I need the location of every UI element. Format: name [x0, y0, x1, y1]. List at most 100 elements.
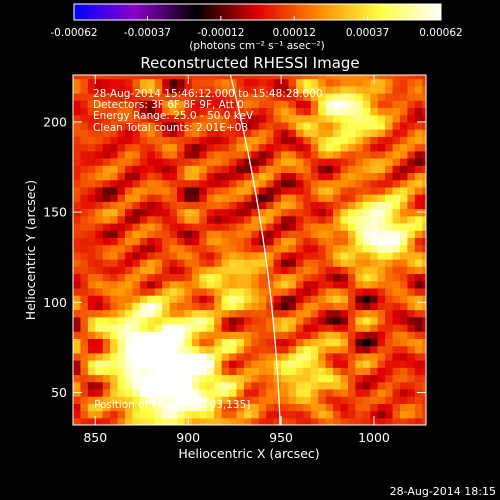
heatmap-cell — [117, 280, 126, 289]
heatmap-cell — [177, 237, 186, 246]
heatmap-cell — [191, 237, 200, 246]
heatmap-cell — [407, 222, 416, 231]
heatmap-cell — [266, 85, 275, 94]
heatmap-cell — [229, 150, 238, 159]
heatmap-cell — [125, 403, 134, 412]
heatmap-cell — [236, 75, 245, 80]
heatmap-cell — [206, 237, 215, 246]
heatmap-cell — [392, 78, 401, 87]
heatmap-cell — [206, 186, 215, 195]
heatmap-cell — [385, 121, 394, 130]
heatmap-cell — [206, 143, 215, 152]
heatmap-cell — [229, 410, 238, 419]
heatmap-cell — [147, 201, 156, 210]
heatmap-cell — [221, 396, 230, 404]
heatmap-cell — [355, 244, 364, 253]
heatmap-cell — [132, 259, 141, 267]
heatmap-cell — [117, 309, 126, 318]
heatmap-cell — [288, 280, 297, 289]
heatmap-cell — [154, 179, 163, 188]
heatmap-cell — [199, 309, 208, 318]
heatmap-cell — [281, 338, 290, 347]
heatmap-cell — [377, 93, 386, 101]
heatmap-cell — [162, 157, 171, 166]
heatmap-cell — [377, 410, 386, 419]
heatmap-cell — [407, 230, 416, 238]
heatmap-cell — [110, 75, 119, 80]
heatmap-cell — [251, 129, 260, 137]
heatmap-cell — [310, 114, 319, 123]
heatmap-cell — [117, 273, 126, 282]
heatmap-cell — [229, 186, 238, 195]
heatmap-cell — [132, 273, 141, 282]
heatmap-cell — [117, 237, 126, 246]
heatmap-cell — [169, 323, 178, 332]
heatmap-cell — [169, 345, 178, 354]
heatmap-cell — [184, 107, 193, 116]
heatmap-cell — [184, 230, 193, 238]
heatmap-cell — [229, 85, 238, 94]
heatmap-cell — [87, 93, 96, 101]
heatmap-cell — [303, 93, 312, 101]
heatmap-cell — [162, 222, 171, 231]
heatmap-cell — [303, 259, 312, 267]
heatmap-cell — [125, 316, 134, 325]
heatmap-cell — [80, 157, 89, 166]
heatmap-cell — [132, 179, 141, 188]
heatmap-cell — [221, 295, 230, 303]
heatmap-cell — [325, 302, 334, 311]
heatmap-cell — [221, 201, 230, 210]
heatmap-cell — [281, 186, 290, 195]
heatmap-cell — [266, 259, 275, 267]
heatmap-cell — [266, 403, 275, 412]
heatmap-cell — [95, 150, 104, 159]
heatmap-cell — [303, 215, 312, 224]
heatmap-cell — [385, 360, 394, 368]
heatmap-cell — [325, 374, 334, 383]
heatmap-cell — [80, 273, 89, 282]
heatmap-cell — [362, 107, 371, 116]
heatmap-cell — [184, 331, 193, 340]
heatmap-cell — [184, 287, 193, 296]
heatmap-cell — [95, 259, 104, 267]
heatmap-cell — [407, 143, 416, 152]
heatmap-cell — [125, 179, 134, 188]
heatmap-cell — [318, 215, 327, 224]
heatmap-cell — [102, 345, 111, 354]
heatmap-cell — [117, 388, 126, 397]
heatmap-cell — [177, 280, 186, 289]
heatmap-cell — [377, 287, 386, 296]
heatmap-cell — [87, 323, 96, 332]
heatmap-cell — [147, 114, 156, 123]
heatmap-cell — [318, 230, 327, 238]
heatmap-cell — [169, 129, 178, 137]
heatmap-cell — [73, 345, 82, 354]
heatmap-cell — [177, 93, 186, 101]
heatmap-cell — [295, 208, 304, 217]
heatmap-cell — [169, 367, 178, 376]
heatmap-cell — [95, 230, 104, 238]
heatmap-cell — [125, 172, 134, 181]
heatmap-cell — [266, 316, 275, 325]
heatmap-cell — [303, 201, 312, 210]
heatmap-cell — [325, 316, 334, 325]
heatmap-cell — [273, 410, 282, 419]
heatmap-cell — [362, 360, 371, 368]
heatmap-cell — [251, 107, 260, 116]
heatmap-cell — [288, 403, 297, 412]
heatmap-cell — [139, 417, 148, 425]
heatmap-cell — [162, 388, 171, 397]
heatmap-cell — [80, 172, 89, 181]
heatmap-cell — [95, 287, 104, 296]
heatmap-cell — [80, 194, 89, 202]
heatmap-cell — [318, 251, 327, 260]
heatmap-cell — [251, 316, 260, 325]
heatmap-cell — [362, 295, 371, 303]
heatmap-cell — [340, 396, 349, 404]
heatmap-cell — [295, 165, 304, 174]
heatmap-cell — [177, 194, 186, 202]
heatmap-cell — [288, 417, 297, 425]
heatmap-cell — [288, 273, 297, 282]
annotation-energy-range: Energy Range: 25.0 - 50.0 keV — [93, 110, 254, 122]
heatmap-cell — [132, 107, 141, 116]
